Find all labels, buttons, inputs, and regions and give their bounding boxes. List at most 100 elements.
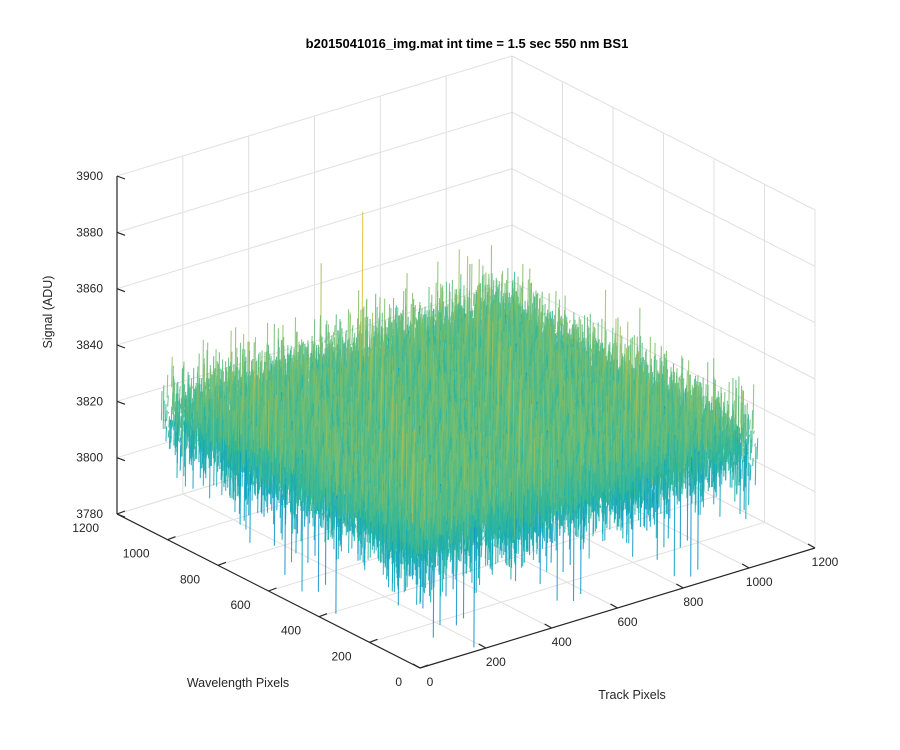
surface-strand — [188, 415, 191, 425]
grid-line — [116, 55, 513, 177]
surface-strand — [173, 422, 176, 446]
surface-strand — [190, 445, 192, 453]
surface-strand — [183, 422, 185, 477]
surface-strand — [202, 439, 205, 486]
surface-strand — [199, 405, 202, 428]
surface-strand — [186, 420, 189, 440]
surface-strand — [190, 378, 193, 401]
surface-strand — [285, 387, 288, 412]
surface-strand — [205, 406, 208, 434]
surface-strand — [187, 408, 189, 413]
surface-strand — [194, 412, 197, 417]
surface-strand — [201, 423, 203, 433]
surface-strand — [351, 327, 354, 346]
surface-strand — [333, 325, 336, 336]
surface-strand — [210, 406, 213, 441]
surface-strand — [201, 452, 204, 469]
surface-strand — [481, 292, 483, 344]
surface-strand — [217, 392, 220, 397]
surface-strand — [437, 315, 440, 354]
surface-strand — [190, 425, 193, 436]
surface-strand — [414, 305, 416, 325]
surface-strand — [271, 361, 273, 363]
grid-line — [116, 224, 513, 346]
surface-strand — [470, 263, 473, 315]
surface-strand — [162, 385, 165, 429]
surface-strand — [171, 392, 174, 407]
surface-strand — [309, 361, 311, 365]
surface-strand — [219, 448, 222, 463]
surface — [160, 211, 759, 648]
surface-strand — [175, 383, 178, 429]
surface-strand — [202, 427, 204, 436]
surface-strand — [320, 339, 323, 379]
surface-strand — [190, 420, 192, 423]
surface-strand — [167, 395, 169, 407]
grid-line — [116, 168, 513, 290]
surface-strand — [166, 410, 168, 422]
surface-strand — [435, 282, 437, 317]
surface-strand — [426, 337, 428, 340]
surface-strand — [203, 427, 206, 440]
surface-strand — [182, 388, 185, 418]
surface-strand — [195, 431, 198, 459]
surface-strand — [185, 431, 187, 436]
surface-strand — [171, 420, 173, 429]
surface-strand — [246, 341, 249, 393]
surface-strand — [472, 293, 475, 306]
surface-strand — [203, 364, 206, 403]
surface-strand — [196, 385, 199, 412]
surface-strand — [166, 374, 169, 398]
grid-line — [511, 55, 816, 211]
surface-strand — [179, 386, 181, 391]
surface-strand — [347, 309, 350, 344]
surface-strand — [325, 366, 328, 375]
surface-strand — [213, 447, 215, 486]
surface-strand — [439, 337, 441, 340]
surface-strand — [189, 421, 192, 434]
surface-strand — [541, 304, 544, 328]
surface-strand — [174, 401, 176, 412]
grid-line — [511, 224, 816, 380]
surface-strand — [198, 443, 201, 453]
surface-strand — [164, 418, 167, 429]
surface-strand — [194, 446, 196, 462]
surface-strand — [187, 401, 190, 423]
surface-strand — [284, 366, 287, 369]
surface-strand — [209, 427, 212, 443]
surface-strand — [172, 393, 175, 407]
surface-strand — [468, 290, 471, 324]
grid-line — [511, 280, 816, 436]
surface-strand — [168, 416, 171, 428]
surface-strand — [392, 334, 395, 359]
surface-strand — [214, 410, 217, 458]
surface-strand — [181, 368, 184, 457]
surface-strand — [167, 430, 170, 438]
surface-strand — [195, 398, 197, 410]
surface-strand — [170, 406, 173, 439]
surface-strand — [209, 441, 211, 443]
surface-strand — [205, 386, 207, 389]
surface-strand — [179, 445, 182, 471]
surface-strand — [424, 329, 427, 353]
surface-strand — [442, 301, 445, 332]
surface-strand — [209, 442, 211, 499]
surface-strand — [165, 426, 168, 442]
surface-strand — [168, 419, 171, 449]
surface-strand — [324, 339, 326, 343]
grid-line — [318, 496, 715, 618]
surface-strand — [178, 418, 180, 435]
grid-line — [369, 521, 765, 643]
surface-strand — [441, 315, 444, 319]
surface-strand — [193, 408, 196, 427]
surface-strand — [179, 437, 181, 443]
surface-strand — [174, 431, 177, 456]
grid-line — [511, 168, 816, 324]
surface-strand — [307, 353, 310, 377]
surface-strand — [199, 432, 202, 436]
surface-strand — [207, 411, 210, 417]
surface-strand — [212, 368, 215, 453]
surface-strand — [171, 356, 173, 388]
grid-line — [116, 111, 513, 233]
